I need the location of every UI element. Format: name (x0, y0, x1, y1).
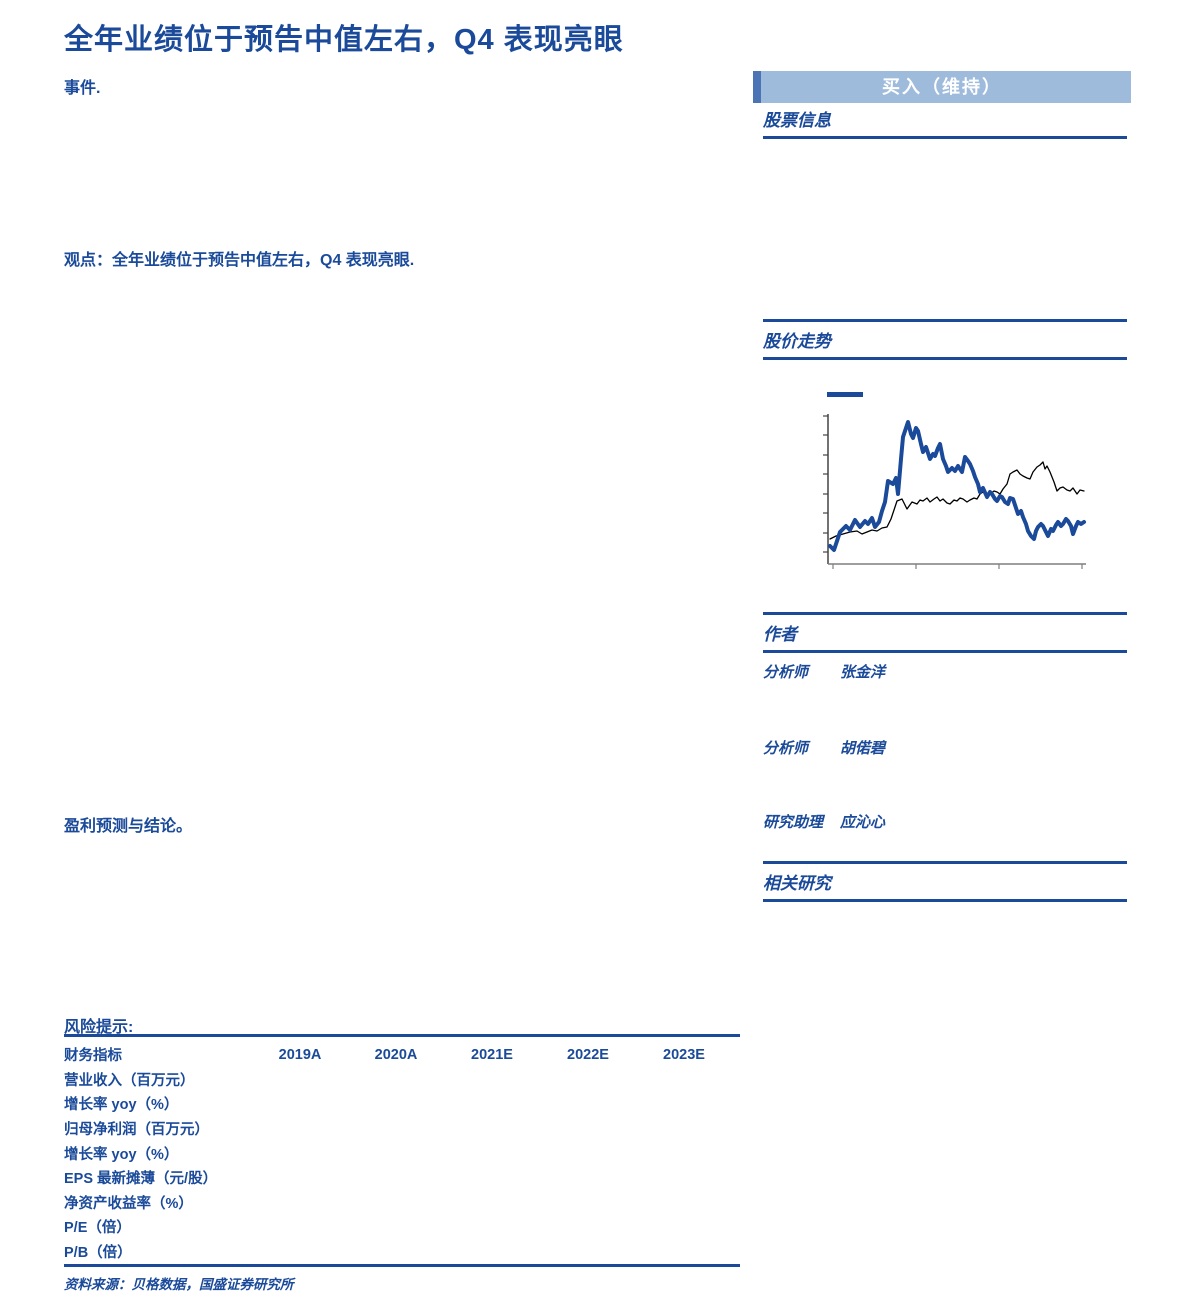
event-label: 事件. (64, 80, 101, 97)
benchmark-index-line (829, 461, 1085, 540)
col-header-indicator: 财务指标 (64, 1048, 122, 1064)
risk-divider (64, 1034, 740, 1037)
table-row: P/E（倍） (64, 1215, 740, 1240)
table-row: 净资产收益率（%） (64, 1190, 740, 1215)
table-header-row: 财务指标 2019A 2020A 2021E 2022E 2023E (64, 1042, 740, 1067)
author-name: 应沁心 (840, 814, 886, 831)
page-title: 全年业绩位于预告中值左右，Q4 表现亮眼 (64, 24, 624, 56)
authors-heading: 作者 (763, 625, 797, 644)
divider (763, 612, 1127, 615)
row-label: EPS 最新摊薄（元/股） (64, 1171, 218, 1188)
col-header-2022e: 2022E (567, 1046, 609, 1063)
row-label: P/E（倍） (64, 1220, 131, 1237)
related-research-heading: 相关研究 (763, 874, 831, 893)
rating-banner: 买入（维持） (753, 71, 1131, 103)
author-role: 研究助理 (763, 814, 824, 831)
author-role: 分析师 (763, 664, 809, 681)
data-source-note: 资料来源：贝格数据，国盛证券研究所 (64, 1277, 294, 1292)
table-row: 归母净利润（百万元） (64, 1116, 740, 1141)
row-label: 增长率 yoy（%） (64, 1146, 179, 1163)
author-row: 研究助理 应沁心 (763, 811, 1127, 831)
author-row: 分析师 张金洋 (763, 661, 1127, 681)
table-row: 增长率 yoy（%） (64, 1092, 740, 1117)
divider (763, 861, 1127, 864)
row-label: P/B（倍） (64, 1244, 132, 1261)
divider (763, 899, 1127, 902)
price-chart (820, 410, 1090, 572)
divider (763, 136, 1127, 139)
risk-label: 风险提示: (64, 1019, 134, 1036)
table-row: P/B（倍） (64, 1239, 740, 1264)
stock-price-line (828, 420, 1086, 552)
author-name: 张金洋 (840, 664, 886, 681)
rating-banner-cap (753, 71, 761, 103)
author-row: 分析师 胡偌碧 (763, 737, 1127, 757)
author-name: 胡偌碧 (840, 740, 886, 757)
col-header-2019a: 2019A (278, 1046, 322, 1063)
stock-info-heading: 股票信息 (763, 111, 831, 130)
author-role: 分析师 (763, 740, 809, 757)
table-row: 增长率 yoy（%） (64, 1141, 740, 1166)
col-header-2021e: 2021E (471, 1046, 513, 1063)
chart-legend-marker (827, 392, 863, 397)
table-row: EPS 最新摊薄（元/股） (64, 1165, 740, 1190)
price-trend-heading: 股价走势 (763, 332, 831, 351)
row-label: 净资产收益率（%） (64, 1195, 193, 1212)
divider (763, 650, 1127, 653)
col-header-2020a: 2020A (374, 1046, 418, 1063)
table-row: 营业收入（百万元） (64, 1067, 740, 1092)
col-header-2023e: 2023E (663, 1046, 705, 1063)
price-chart-svg (823, 414, 1086, 569)
divider (763, 319, 1127, 322)
row-label: 增长率 yoy（%） (64, 1097, 179, 1114)
divider (763, 357, 1127, 360)
row-label: 归母净利润（百万元） (64, 1121, 209, 1138)
row-label: 营业收入（百万元） (64, 1072, 195, 1089)
forecast-label: 盈利预测与结论。 (64, 818, 193, 835)
viewpoint-label: 观点：全年业绩位于预告中值左右，Q4 表现亮眼. (64, 252, 415, 269)
financial-table: 财务指标 2019A 2020A 2021E 2022E 2023E 营业收入（… (64, 1042, 740, 1267)
chart-plot-background (828, 414, 1086, 564)
